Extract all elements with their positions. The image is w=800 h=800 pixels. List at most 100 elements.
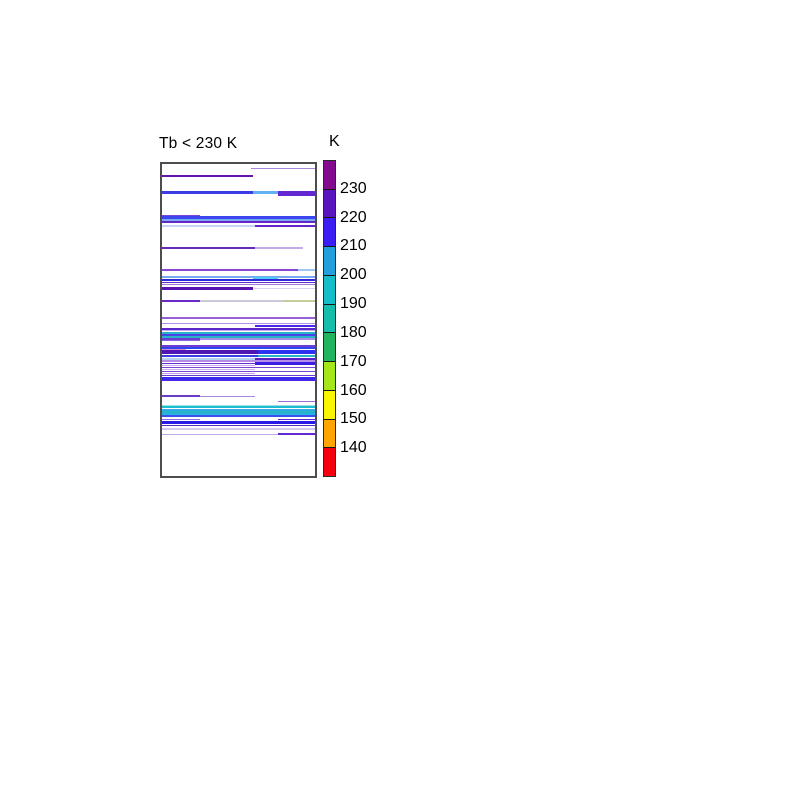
colorbar-segment xyxy=(324,217,335,247)
streak xyxy=(162,175,253,177)
streak xyxy=(162,413,315,415)
streak xyxy=(162,345,315,347)
streak xyxy=(200,300,283,302)
streak xyxy=(278,433,315,436)
streak xyxy=(162,327,315,330)
streak xyxy=(162,329,315,332)
colorbar-tick-label: 170 xyxy=(340,352,367,370)
streak xyxy=(162,374,315,377)
streak xyxy=(162,299,200,302)
streak xyxy=(162,411,315,413)
colorbar-segment xyxy=(324,389,335,419)
streak xyxy=(162,276,315,278)
colorbar-segment xyxy=(324,361,335,390)
streak xyxy=(162,269,298,271)
streak xyxy=(162,284,315,286)
streak xyxy=(162,350,258,355)
streak xyxy=(162,225,255,227)
streak xyxy=(162,366,315,369)
streak xyxy=(162,337,200,340)
streak xyxy=(200,396,255,398)
colorbar-tick-label: 210 xyxy=(340,237,367,255)
streak xyxy=(253,287,315,290)
streak xyxy=(162,418,200,421)
streak xyxy=(255,224,315,227)
streak xyxy=(162,360,315,362)
colorbar-tick-label: 180 xyxy=(340,323,367,341)
streak xyxy=(162,333,315,336)
streak xyxy=(162,191,253,194)
streak xyxy=(162,317,315,319)
streak-layer xyxy=(162,164,315,476)
streak xyxy=(162,279,315,282)
streak xyxy=(162,281,315,284)
streak xyxy=(162,221,315,223)
streak xyxy=(162,340,200,342)
streak xyxy=(162,362,255,365)
streak xyxy=(162,368,255,371)
streak xyxy=(162,246,255,250)
streak xyxy=(162,335,315,338)
streak xyxy=(162,370,315,373)
colorbar-tick-label: 160 xyxy=(340,381,367,399)
streak xyxy=(162,406,315,409)
plot-box xyxy=(160,162,317,478)
colorbar-gradient xyxy=(323,160,336,477)
streak xyxy=(162,408,315,411)
streak xyxy=(258,354,315,357)
streak xyxy=(162,415,315,418)
colorbar-ticks: 230 220 210 200 190 180 170 160 150 140 xyxy=(340,160,380,477)
streak xyxy=(253,191,278,194)
colorbar-tick-label: 220 xyxy=(340,208,367,226)
streak xyxy=(162,433,278,436)
streak xyxy=(162,358,255,360)
streak xyxy=(253,277,278,280)
streak xyxy=(298,269,315,271)
colorbar-tick-label: 190 xyxy=(340,295,367,313)
colorbar-segment xyxy=(324,418,335,448)
streak xyxy=(162,349,186,351)
colorbar-segment xyxy=(324,447,335,477)
streak xyxy=(278,418,315,421)
streak xyxy=(162,424,315,427)
streak xyxy=(255,357,315,360)
streak xyxy=(162,354,258,357)
streak xyxy=(255,362,315,366)
colorbar-tick-label: 200 xyxy=(340,266,367,284)
streak xyxy=(162,214,200,217)
colorbar-tick-label: 140 xyxy=(340,439,367,457)
colorbar-segment xyxy=(324,246,335,275)
streak xyxy=(162,322,315,325)
colorbar-segment xyxy=(324,161,335,189)
streak xyxy=(162,395,200,398)
streak xyxy=(162,331,315,334)
streak xyxy=(251,167,315,170)
streak xyxy=(278,191,315,196)
colorbar-segment xyxy=(324,188,335,218)
streak xyxy=(162,372,255,375)
colorbar-unit-label: K xyxy=(329,133,340,150)
streak xyxy=(162,376,315,380)
streak xyxy=(258,350,315,355)
plot-title: Tb < 230 K xyxy=(159,135,238,152)
colorbar-segment xyxy=(324,274,335,304)
streak xyxy=(283,300,315,302)
streak xyxy=(162,404,315,407)
streak xyxy=(278,400,315,402)
colorbar-segment xyxy=(324,332,335,362)
streak xyxy=(162,364,255,367)
streak xyxy=(162,346,315,350)
streak xyxy=(255,247,303,249)
streak xyxy=(162,421,315,425)
streak xyxy=(162,287,253,290)
colorbar-segment xyxy=(324,303,335,333)
colorbar-tick-label: 150 xyxy=(340,410,367,428)
streak xyxy=(162,219,315,221)
streak xyxy=(162,216,315,219)
streak xyxy=(162,379,315,381)
colorbar-tick-label: 230 xyxy=(340,179,367,197)
streak xyxy=(162,428,315,430)
streak xyxy=(200,337,315,340)
streak xyxy=(255,324,315,327)
